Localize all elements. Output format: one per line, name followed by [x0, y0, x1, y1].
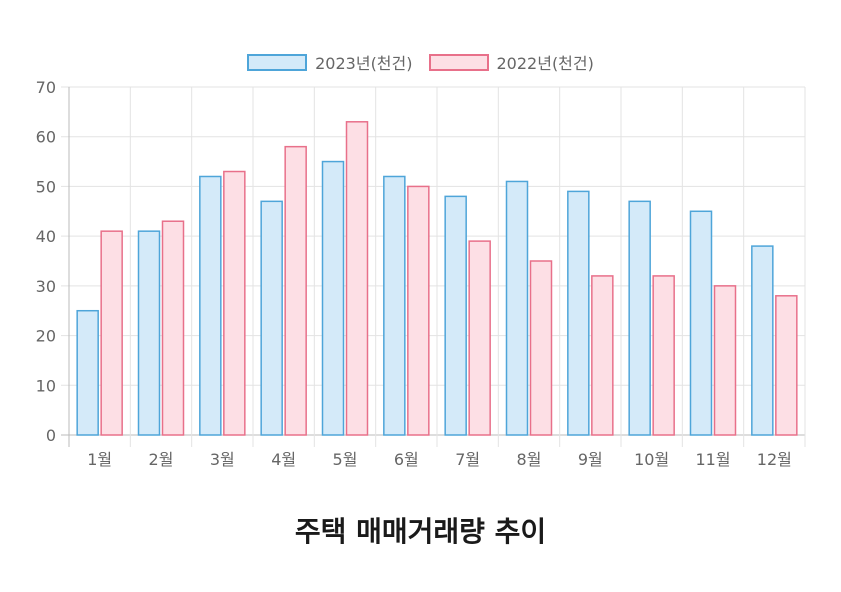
legend-label-2023: 2023년(천건) [315, 54, 413, 73]
bar [137, 230, 161, 436]
y-tick-label: 70 [36, 78, 56, 97]
chart-title: 주택 매매거래량 추이 [294, 515, 547, 548]
bar [652, 275, 675, 436]
x-tick-label: 12월 [757, 450, 792, 469]
bar [100, 230, 123, 436]
bar [223, 170, 246, 436]
bar [444, 195, 467, 436]
bar [345, 121, 369, 436]
chart-legend: 2023년(천건) 2022년(천건) [0, 50, 841, 74]
bar [321, 160, 345, 436]
bar [199, 175, 222, 436]
y-tick-label: 50 [36, 177, 56, 196]
x-tick-label: 5월 [333, 450, 358, 469]
y-tick-label: 10 [36, 376, 56, 395]
bar [567, 190, 590, 436]
bar [76, 309, 99, 436]
bar [775, 295, 798, 436]
bar [468, 240, 491, 436]
legend-item-2023[interactable]: 2023년(천건) [247, 50, 413, 74]
bar [284, 145, 307, 436]
bar [689, 210, 713, 436]
bar [260, 200, 283, 436]
x-tick-label: 2월 [149, 450, 174, 469]
x-tick-label: 7월 [455, 450, 480, 469]
y-tick-label: 40 [36, 227, 56, 246]
x-tick-label: 6월 [394, 450, 419, 469]
bar [505, 180, 529, 436]
legend-item-2022[interactable]: 2022년(천건) [428, 50, 594, 74]
x-tick-label: 1월 [87, 450, 112, 469]
legend-swatch-2022 [428, 53, 489, 71]
x-tick-label: 10월 [634, 450, 669, 469]
bar [751, 245, 774, 436]
y-tick-label: 60 [36, 128, 56, 147]
bar [407, 185, 430, 436]
x-tick-label: 8월 [517, 450, 542, 469]
y-tick-label: 30 [36, 277, 56, 296]
x-tick-label: 4월 [271, 450, 296, 469]
x-tick-label: 11월 [695, 450, 730, 469]
bar [713, 285, 737, 436]
bar [591, 275, 614, 436]
x-tick-label: 9월 [578, 450, 603, 469]
bar [628, 200, 651, 436]
y-tick-label: 20 [36, 327, 56, 346]
x-tick-label: 3월 [210, 450, 235, 469]
legend-label-2022: 2022년(천건) [496, 54, 594, 73]
legend-swatch-2023 [247, 53, 308, 71]
bar [161, 220, 185, 436]
bar [383, 175, 406, 436]
y-tick-label: 0 [46, 426, 56, 445]
bar [529, 260, 553, 436]
